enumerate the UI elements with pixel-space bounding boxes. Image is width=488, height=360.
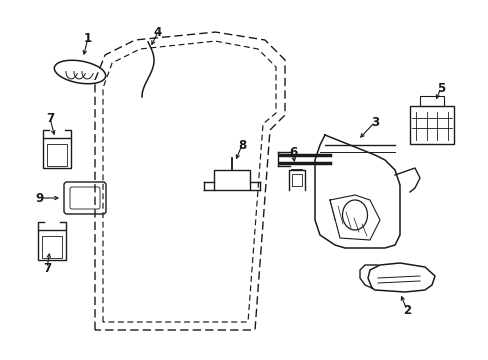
Text: 7: 7 (46, 112, 54, 125)
Bar (43, 138, 71, 168)
Bar (214, 170, 249, 190)
Text: 5: 5 (436, 81, 444, 95)
Text: 6: 6 (288, 145, 297, 158)
Text: 8: 8 (237, 139, 245, 152)
Text: 1: 1 (84, 32, 92, 45)
Text: 2: 2 (402, 303, 410, 316)
Text: 4: 4 (154, 26, 162, 39)
Bar (419, 96, 443, 106)
Text: 3: 3 (370, 116, 378, 129)
Bar (47, 144, 67, 166)
Bar (409, 106, 453, 144)
Text: 7: 7 (43, 261, 51, 275)
Text: 9: 9 (36, 192, 44, 204)
Bar (42, 236, 62, 258)
Bar (38, 230, 66, 260)
